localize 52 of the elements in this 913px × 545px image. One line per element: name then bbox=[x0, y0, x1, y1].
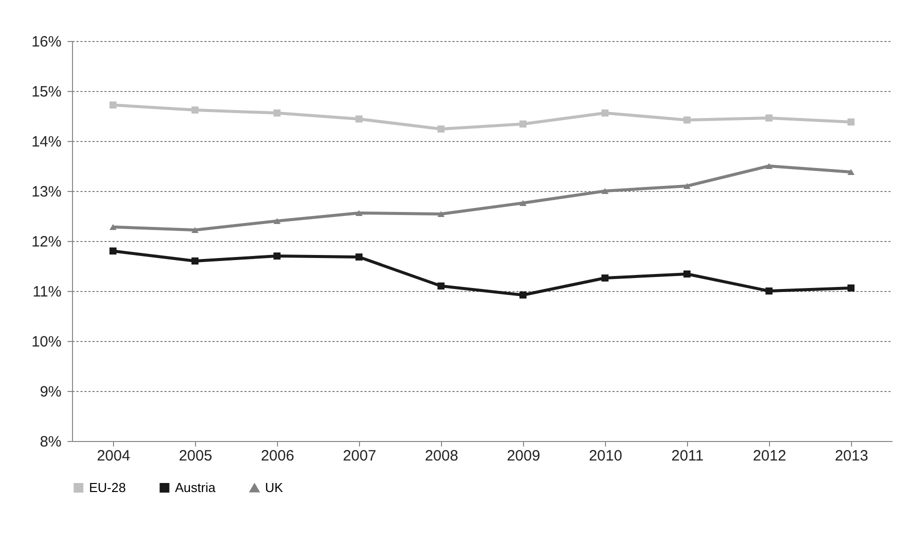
x-tick-label: 2004 bbox=[96, 448, 130, 464]
point bbox=[273, 218, 281, 224]
x-tick-label: 2011 bbox=[671, 448, 704, 464]
x-tick-label: 2007 bbox=[342, 448, 376, 464]
y-tick-label: 12% bbox=[31, 234, 62, 250]
point bbox=[355, 210, 363, 216]
point bbox=[191, 226, 199, 234]
y-tick-label: 16% bbox=[31, 34, 62, 50]
point bbox=[273, 109, 281, 117]
y-tick-label: 10% bbox=[31, 334, 62, 350]
point bbox=[847, 168, 855, 176]
point bbox=[437, 125, 445, 133]
point bbox=[437, 282, 445, 290]
point bbox=[437, 210, 445, 218]
y-tick-label: 8% bbox=[40, 434, 62, 450]
point bbox=[109, 224, 117, 230]
legend-label: Austria bbox=[175, 480, 216, 495]
x-tick-label: 2008 bbox=[424, 448, 458, 464]
x-tick-label: 2006 bbox=[260, 448, 294, 464]
point bbox=[601, 188, 609, 194]
y-tick-label: 13% bbox=[31, 184, 62, 200]
point bbox=[765, 162, 773, 170]
point bbox=[847, 284, 855, 292]
x-tick-label: 2005 bbox=[178, 448, 212, 464]
point bbox=[601, 109, 609, 117]
point bbox=[191, 257, 199, 265]
legend-label: UK bbox=[265, 480, 284, 496]
point bbox=[109, 247, 117, 255]
x-tick-label: 2013 bbox=[834, 448, 868, 464]
y-tick-label: 9% bbox=[40, 384, 62, 400]
point bbox=[683, 270, 691, 278]
legend-label: EU-28 bbox=[89, 480, 126, 495]
y-tick-label: 15% bbox=[31, 84, 62, 100]
point bbox=[519, 120, 527, 128]
x-tick-label: 2012 bbox=[752, 448, 786, 464]
point bbox=[765, 287, 773, 295]
point bbox=[273, 252, 281, 260]
point bbox=[519, 200, 527, 206]
point bbox=[847, 118, 855, 126]
y-tick-label: 14% bbox=[31, 134, 62, 150]
point bbox=[109, 101, 117, 109]
point bbox=[191, 106, 199, 114]
point bbox=[519, 291, 527, 299]
point bbox=[765, 114, 773, 122]
x-tick-label: 2009 bbox=[506, 448, 540, 464]
point bbox=[683, 116, 691, 124]
point bbox=[683, 182, 691, 190]
point bbox=[601, 274, 609, 282]
x-tick-label: 2010 bbox=[588, 448, 622, 464]
y-tick-label: 11% bbox=[32, 284, 62, 300]
point bbox=[355, 115, 363, 123]
point bbox=[355, 253, 363, 261]
